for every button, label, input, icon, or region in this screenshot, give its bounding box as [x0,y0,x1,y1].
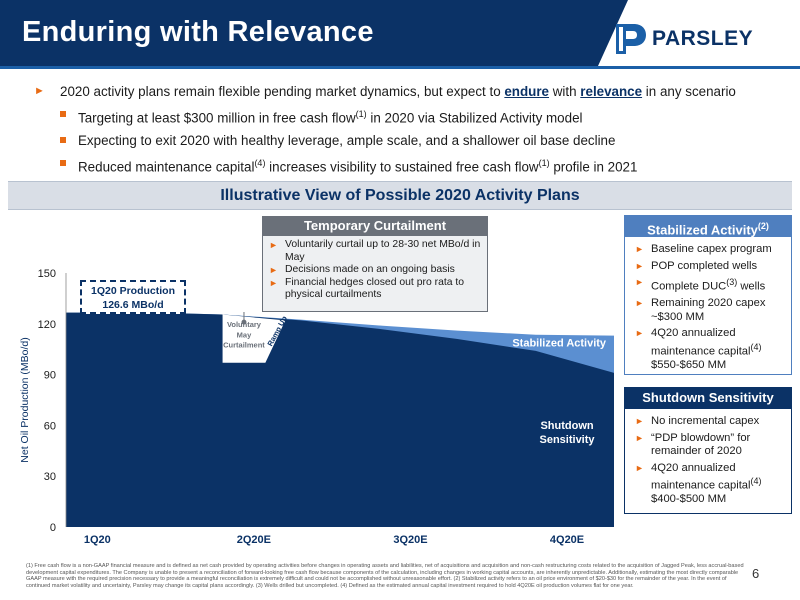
stabilized-item: ► 4Q20 annualized maintenance capital(4) $… [635,327,762,371]
y-axis-title: Net Oil Production (MBo/d) [19,337,31,462]
arrow-bullet-icon: ► [34,85,45,97]
shutdown-area [66,312,614,527]
curtailment-label: Curtailment [223,341,265,350]
panel-title: Illustrative View of Possible 2020 Activ… [8,181,792,210]
y-tick-label: 60 [44,420,56,432]
production-chart: 0 30 60 90 120 150 Net Oil Production (MBo/d) 1… [19,268,614,546]
stabilized-header: Stabilized Activity(2) [624,215,792,237]
curtailment-item: ► Voluntarily curtail up to 28-30 net MBo… [269,239,481,263]
curtailment-header: Temporary Curtailment [262,216,488,236]
bullet-list: ► 2020 activity plans remain flexible pe… [34,80,784,179]
header-accent-line [0,66,800,69]
curtailment-notch [222,314,286,363]
y-tick-label: 0 [50,522,56,534]
production-callout: 1Q20 Production 126.6 MBo/d [80,280,186,314]
stabilized-item: ► Complete DUC(3) wells [635,277,766,293]
curtailment-label: Voluntary [227,320,262,329]
curtailment-label: May [237,330,252,339]
shutdown-item: ► 4Q20 annualized maintenance capital(4) $… [635,461,762,506]
shutdown-label: Shutdown [540,420,593,432]
slide-header: Enduring with Relevance PARSLEY [0,0,800,70]
stabilized-item: ► Remaining 2020 capex ~$300 MM [635,297,766,323]
arrow-bullet-icon: ► [269,277,278,288]
slide-title: Enduring with Relevance [22,16,374,48]
sub-bullet-maintenance: Reduced maintenance capital(4) increases… [34,152,784,178]
arrow-bullet-icon: ► [635,298,644,309]
arrow-bullet-icon: ► [635,277,644,287]
x-tick-label: 2Q20E [237,534,271,546]
stabilized-label: Stabilized Activity [512,338,607,350]
square-bullet-icon [60,111,66,117]
arrow-bullet-icon: ► [635,260,644,271]
square-bullet-icon [60,160,66,167]
curtailment-item: ► Financial hedges closed out pro rata to… [269,276,465,301]
stabilized-item: ► POP completed wells [635,259,758,272]
square-bullet-icon [60,137,66,144]
shutdown-item: ► “PDP blowdown” for remainder of 2020 [635,431,751,458]
arrow-bullet-icon: ► [635,462,644,473]
stabilized-item: ► Baseline capex program [635,243,772,255]
curtailment-item: ► Decisions made on an ongoing basis [269,264,455,275]
y-tick-label: 90 [44,370,56,382]
arrow-bullet-icon: ► [635,416,644,426]
arrow-bullet-icon: ► [269,265,278,275]
parsley-logo: PARSLEY [612,22,753,56]
stabilized-body: ► Baseline capex program ► POP completed w… [624,237,792,375]
shutdown-item: ► No incremental capex [635,415,760,427]
main-bullet: ► 2020 activity plans remain flexible pe… [34,80,784,103]
arrow-bullet-icon: ► [635,432,644,443]
shutdown-body: ► No incremental capex ► “PDP blowdown” fo… [624,409,792,514]
shutdown-header: Shutdown Sensitivity [624,387,792,409]
y-tick-label: 120 [38,319,56,331]
x-tick-label: 1Q20 [84,534,111,546]
y-tick-label: 30 [44,471,56,483]
arrow-bullet-icon: ► [269,240,278,250]
x-tick-label: 4Q20E [550,534,584,546]
relevance-emphasis: relevance [580,84,643,99]
x-tick-label: 3Q20E [393,534,427,546]
shutdown-label: Sensitivity [540,434,596,446]
footnote: (1) Free cash flow is a non-GAAP financi… [26,563,744,589]
sub-bullet-exit: Expecting to exit 2020 with healthy leve… [34,129,784,152]
arrow-bullet-icon: ► [635,244,644,254]
endure-emphasis: endure [504,84,550,99]
curtailment-body: ► Voluntarily curtail up to 28-30 net MBo… [262,236,488,312]
y-tick-label: 150 [38,268,56,280]
header-bar [0,0,628,66]
arrow-bullet-icon: ► [635,328,644,339]
page-number: 6 [752,566,760,581]
curtailment-connector-dot [241,319,247,325]
logo-text: PARSLEY [652,27,754,50]
parsley-logo-icon [612,22,648,56]
sub-bullet-fcf: Targeting at least $300 million in free … [34,103,784,129]
